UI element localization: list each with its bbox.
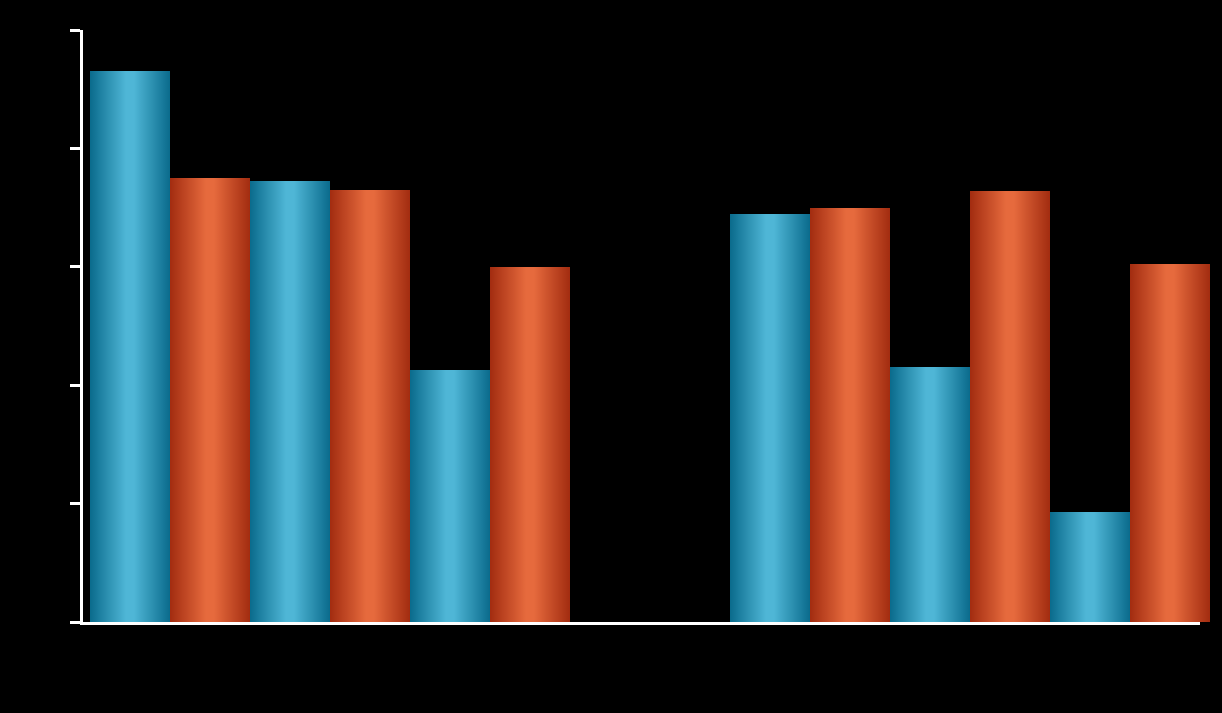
bar-a [410,370,490,622]
bar-b [970,191,1050,622]
bar-a [890,367,970,622]
chart-stage [0,0,1222,713]
bar-b [170,178,250,622]
y-tick [70,384,80,387]
bar-b [810,208,890,622]
y-tick [70,29,80,32]
y-tick [70,265,80,268]
x-axis [80,622,1200,625]
bar-b [490,267,570,622]
bar-a [90,71,170,622]
y-axis [80,30,83,625]
bar-a [730,214,810,622]
bar-a [250,181,330,622]
y-tick [70,147,80,150]
plot-area [80,30,1200,625]
bar-a [1050,512,1130,622]
y-tick [70,502,80,505]
y-tick [70,621,80,624]
bar-b [1130,264,1210,622]
bar-b [330,190,410,622]
